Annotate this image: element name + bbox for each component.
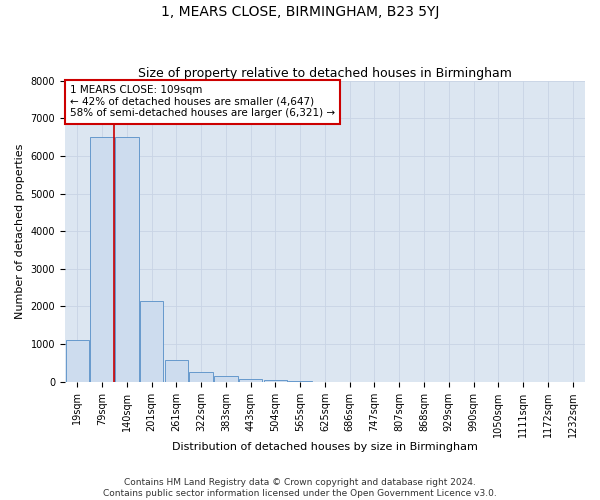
- Text: 1, MEARS CLOSE, BIRMINGHAM, B23 5YJ: 1, MEARS CLOSE, BIRMINGHAM, B23 5YJ: [161, 5, 439, 19]
- Bar: [214, 376, 238, 382]
- Bar: [239, 379, 262, 382]
- Bar: [140, 301, 163, 382]
- Text: 1 MEARS CLOSE: 109sqm
← 42% of detached houses are smaller (4,647)
58% of semi-d: 1 MEARS CLOSE: 109sqm ← 42% of detached …: [70, 85, 335, 118]
- Bar: [115, 137, 139, 382]
- Bar: [90, 137, 114, 382]
- Bar: [164, 360, 188, 382]
- Bar: [263, 380, 287, 382]
- Title: Size of property relative to detached houses in Birmingham: Size of property relative to detached ho…: [138, 66, 512, 80]
- X-axis label: Distribution of detached houses by size in Birmingham: Distribution of detached houses by size …: [172, 442, 478, 452]
- Bar: [65, 340, 89, 382]
- Text: Contains HM Land Registry data © Crown copyright and database right 2024.
Contai: Contains HM Land Registry data © Crown c…: [103, 478, 497, 498]
- Bar: [289, 381, 312, 382]
- Y-axis label: Number of detached properties: Number of detached properties: [15, 144, 25, 319]
- Bar: [190, 372, 213, 382]
